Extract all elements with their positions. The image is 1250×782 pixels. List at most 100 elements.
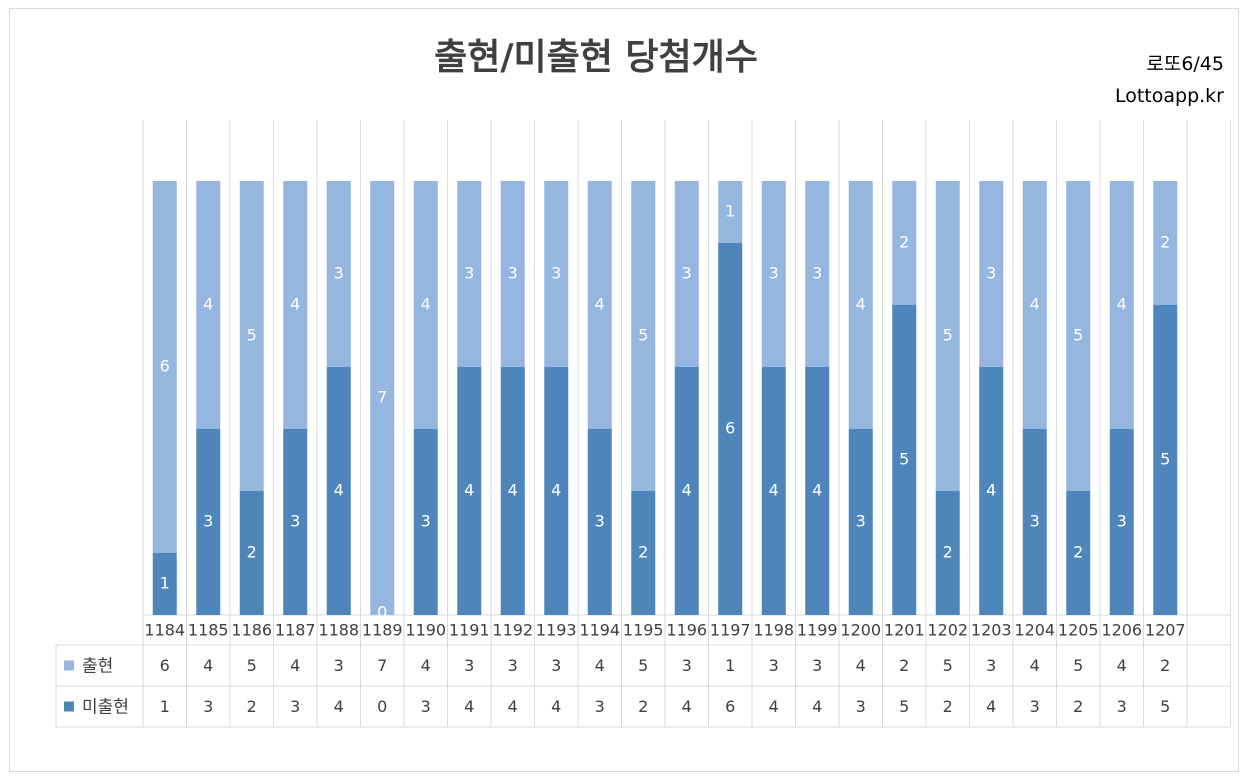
bar-unshown xyxy=(283,429,308,615)
data-label-shown: 5 xyxy=(638,326,648,345)
data-label-shown: 3 xyxy=(682,264,692,283)
bar-shown xyxy=(979,181,1004,367)
bar-shown xyxy=(457,181,482,367)
table-cell-shown: 7 xyxy=(377,656,387,675)
bar-unshown xyxy=(631,491,656,615)
data-label-shown: 7 xyxy=(377,388,387,407)
chart-title: 출현/미출현 당첨개수 xyxy=(434,37,758,78)
table-cell-shown: 3 xyxy=(682,656,692,675)
table-cell-shown: 3 xyxy=(551,656,561,675)
table-cell-unshown: 4 xyxy=(682,697,692,716)
table-cell-unshown: 5 xyxy=(899,697,909,716)
table-cell-unshown: 2 xyxy=(1073,697,1083,716)
bar-unshown xyxy=(152,553,177,615)
data-label-unshown: 4 xyxy=(769,481,779,500)
legend-key-shown xyxy=(64,660,74,671)
data-label-shown: 5 xyxy=(943,326,953,345)
tick-label: 1204 xyxy=(1014,621,1055,640)
table-cell-shown: 3 xyxy=(769,656,779,675)
data-label-shown: 3 xyxy=(812,264,822,283)
data-label-unshown: 3 xyxy=(421,512,431,531)
data-label-shown: 4 xyxy=(290,295,300,314)
bar-shown xyxy=(370,181,395,615)
table-cell-unshown: 4 xyxy=(508,697,518,716)
table-cell-unshown: 1 xyxy=(160,697,170,716)
bar-unshown xyxy=(718,243,743,615)
bar-unshown xyxy=(892,305,917,615)
table-cell-shown: 2 xyxy=(899,656,909,675)
table-cell-unshown: 3 xyxy=(421,697,431,716)
table-cell-unshown: 4 xyxy=(551,697,561,716)
table-cell-shown: 3 xyxy=(334,656,344,675)
bar-shown xyxy=(587,181,612,429)
data-label-shown: 6 xyxy=(160,357,170,376)
data-label-unshown: 6 xyxy=(725,419,735,438)
table-cell-unshown: 2 xyxy=(943,697,953,716)
bar-unshown xyxy=(674,367,699,615)
tick-label: 1191 xyxy=(449,621,490,640)
bar-shown xyxy=(500,181,525,367)
bar-unshown xyxy=(587,429,612,615)
data-label-shown: 3 xyxy=(986,264,996,283)
data-label-unshown: 2 xyxy=(247,543,257,562)
table-cell-unshown: 3 xyxy=(856,697,866,716)
bar-unshown xyxy=(805,367,830,615)
bar-shown xyxy=(718,181,743,243)
data-label-unshown: 2 xyxy=(1073,543,1083,562)
table-cell-unshown: 2 xyxy=(247,697,257,716)
bar-unshown xyxy=(1153,305,1178,615)
legend-label-shown: 출현 xyxy=(82,657,113,677)
chart-subtitle: 로또6/45 Lottoapp.kr xyxy=(1115,48,1224,112)
table-cell-shown: 3 xyxy=(986,656,996,675)
tick-label: 1207 xyxy=(1145,621,1186,640)
table-cell-shown: 2 xyxy=(1160,656,1170,675)
bar-shown xyxy=(1022,181,1047,429)
table-cell-unshown: 3 xyxy=(1030,697,1040,716)
data-label-shown: 4 xyxy=(421,295,431,314)
bar-unshown xyxy=(935,491,960,615)
table-cell-shown: 3 xyxy=(464,656,474,675)
tick-label: 1205 xyxy=(1058,621,1099,640)
bar-shown xyxy=(413,181,438,429)
data-label-unshown: 3 xyxy=(856,512,866,531)
data-label-shown: 3 xyxy=(464,264,474,283)
bar-shown xyxy=(196,181,221,429)
table-cell-shown: 4 xyxy=(421,656,431,675)
tick-label: 1196 xyxy=(666,621,707,640)
tick-label: 1197 xyxy=(710,621,751,640)
table-cell-shown: 1 xyxy=(725,656,735,675)
table-cell-unshown: 5 xyxy=(1160,697,1170,716)
table-cell-unshown: 6 xyxy=(725,697,735,716)
bar-shown xyxy=(1109,181,1134,429)
bar-shown xyxy=(326,181,351,367)
data-label-unshown: 4 xyxy=(986,481,996,500)
data-label-unshown: 2 xyxy=(943,543,953,562)
table-cell-shown: 5 xyxy=(247,656,257,675)
data-label-unshown: 4 xyxy=(812,481,822,500)
table-cell-unshown: 3 xyxy=(203,697,213,716)
data-label-shown: 4 xyxy=(1030,295,1040,314)
tick-label: 1185 xyxy=(188,621,229,640)
data-label-shown: 5 xyxy=(1073,326,1083,345)
tick-label: 1198 xyxy=(753,621,794,640)
legend-label-unshown: 미출현 xyxy=(82,698,129,718)
bar-unshown xyxy=(544,367,569,615)
tick-label: 1186 xyxy=(231,621,272,640)
bar-shown xyxy=(544,181,569,367)
data-label-unshown: 0 xyxy=(377,603,387,622)
tick-label: 1187 xyxy=(275,621,316,640)
tick-label: 1202 xyxy=(927,621,968,640)
data-label-unshown: 4 xyxy=(334,481,344,500)
table-cell-shown: 5 xyxy=(638,656,648,675)
table-cell-shown: 4 xyxy=(856,656,866,675)
data-label-shown: 3 xyxy=(334,264,344,283)
data-label-unshown: 3 xyxy=(1030,512,1040,531)
table-cell-shown: 3 xyxy=(812,656,822,675)
bar-unshown xyxy=(848,429,873,615)
data-label-shown: 3 xyxy=(508,264,518,283)
data-label-unshown: 4 xyxy=(464,481,474,500)
tick-label: 1200 xyxy=(840,621,881,640)
bar-unshown xyxy=(326,367,351,615)
tick-label: 1199 xyxy=(797,621,838,640)
bar-unshown xyxy=(761,367,786,615)
